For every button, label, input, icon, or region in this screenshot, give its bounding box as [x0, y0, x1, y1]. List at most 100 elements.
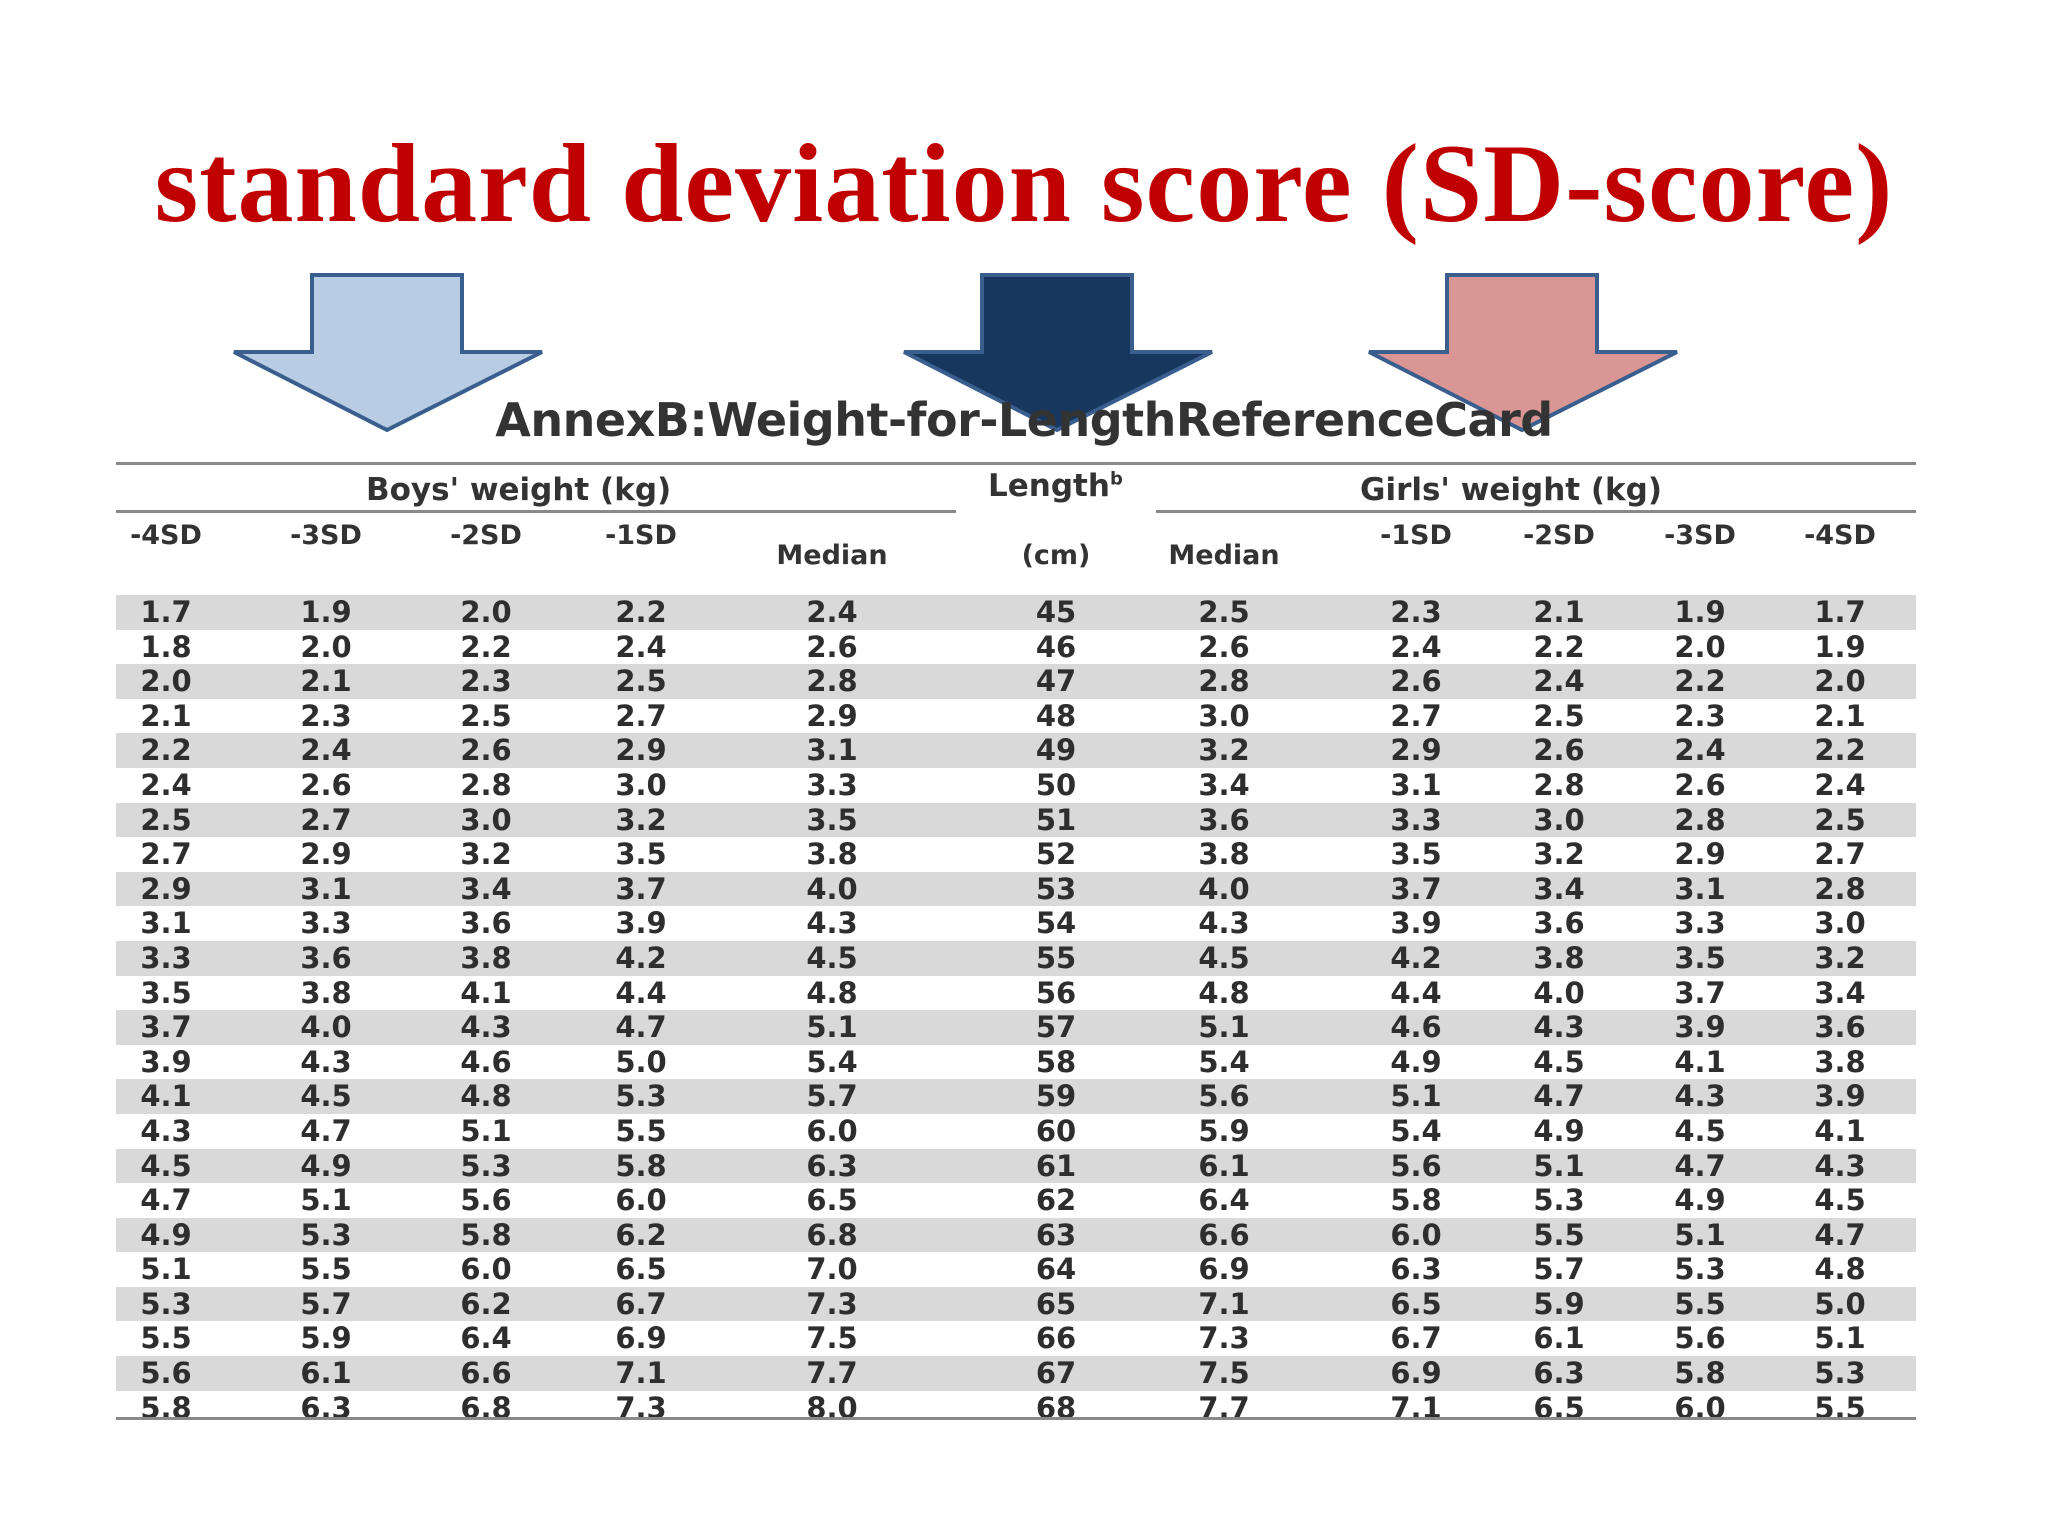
cell-girls-minus3sd: 2.4: [1674, 733, 1726, 768]
cell-girls-minus4sd: 4.8: [1814, 1252, 1866, 1287]
table-row: 5.8 6.3 6.8 7.3 8.0 68 7.7 7.1 6.5 6.0 5.5: [116, 1391, 1916, 1426]
cell-girls-minus4sd: 1.9: [1814, 629, 1866, 664]
cell-girls-minus1sd: 5.6: [1390, 1148, 1442, 1183]
cell-boys-minus1sd: 6.9: [615, 1321, 667, 1356]
cell-girls-minus4sd: 2.0: [1814, 664, 1866, 699]
cell-boys-median: 4.8: [806, 975, 858, 1010]
cell-boys-median: 6.5: [806, 1183, 858, 1218]
cell-girls-median: 5.6: [1198, 1079, 1250, 1114]
table-row: 3.1 3.3 3.6 3.9 4.3 54 4.3 3.9 3.6 3.3 3.0: [116, 906, 1916, 941]
cell-girls-median: 3.0: [1198, 698, 1250, 733]
cell-boys-median: 4.0: [806, 871, 858, 906]
cell-girls-median: 7.1: [1198, 1286, 1250, 1321]
cell-girls-minus1sd: 3.3: [1390, 802, 1442, 837]
cell-boys-median: 2.9: [806, 698, 858, 733]
cell-girls-minus2sd: 2.5: [1533, 698, 1585, 733]
cell-length-cm: 48: [1035, 698, 1077, 733]
cell-girls-minus1sd: 4.2: [1390, 940, 1442, 975]
cell-boys-minus3sd: 3.1: [300, 871, 352, 906]
cell-girls-minus4sd: 3.2: [1814, 940, 1866, 975]
cell-boys-minus4sd: 3.3: [140, 940, 192, 975]
cell-girls-minus1sd: 6.0: [1390, 1217, 1442, 1252]
cell-boys-median: 5.4: [806, 1044, 858, 1079]
cell-boys-minus4sd: 2.9: [140, 871, 192, 906]
cell-girls-minus4sd: 2.7: [1814, 837, 1866, 872]
cell-girls-minus2sd: 2.1: [1533, 595, 1585, 629]
table-row: 3.5 3.8 4.1 4.4 4.8 56 4.8 4.4 4.0 3.7 3.4: [116, 976, 1916, 1011]
cell-boys-minus4sd: 1.8: [140, 629, 192, 664]
cell-boys-minus3sd: 2.7: [300, 802, 352, 837]
cell-boys-median: 2.8: [806, 664, 858, 699]
cell-boys-minus4sd: 4.3: [140, 1113, 192, 1148]
table-bottom-rule: [116, 1417, 1916, 1420]
cell-girls-minus2sd: 6.5: [1533, 1390, 1585, 1425]
cell-girls-median: 6.6: [1198, 1217, 1250, 1252]
cell-girls-minus1sd: 3.1: [1390, 767, 1442, 802]
cell-girls-minus2sd: 4.0: [1533, 975, 1585, 1010]
table-row: 2.9 3.1 3.4 3.7 4.0 53 4.0 3.7 3.4 3.1 2.8: [116, 871, 1916, 907]
cell-girls-minus4sd: 2.2: [1814, 733, 1866, 768]
cell-length-cm: 64: [1035, 1252, 1077, 1287]
cell-girls-minus4sd: 5.1: [1814, 1321, 1866, 1356]
cell-boys-minus3sd: 3.6: [300, 940, 352, 975]
cell-boys-median: 8.0: [806, 1390, 858, 1425]
cell-boys-minus2sd: 5.1: [460, 1113, 512, 1148]
cell-girls-minus1sd: 2.6: [1390, 664, 1442, 699]
cell-girls-minus2sd: 3.0: [1533, 802, 1585, 837]
col-girls-minus1sd: -1SD: [1380, 520, 1452, 551]
cell-girls-minus1sd: 6.7: [1390, 1321, 1442, 1356]
cell-boys-minus3sd: 2.9: [300, 837, 352, 872]
cell-boys-minus4sd: 3.5: [140, 975, 192, 1010]
girls-group-rule: [1156, 510, 1916, 513]
cell-boys-median: 4.5: [806, 940, 858, 975]
cell-boys-minus1sd: 4.4: [615, 975, 667, 1010]
cell-girls-minus2sd: 4.9: [1533, 1113, 1585, 1148]
arrow-down-pink-icon: [1365, 272, 1681, 434]
cell-boys-minus1sd: 3.7: [615, 871, 667, 906]
cell-boys-minus3sd: 2.0: [300, 629, 352, 664]
cell-boys-minus3sd: 5.5: [300, 1252, 352, 1287]
cell-girls-median: 3.4: [1198, 767, 1250, 802]
length-header-label: Length: [988, 468, 1110, 504]
cell-boys-minus2sd: 2.2: [460, 629, 512, 664]
cell-boys-median: 7.7: [806, 1356, 858, 1391]
cell-girls-minus4sd: 4.3: [1814, 1148, 1866, 1183]
cell-boys-minus1sd: 4.2: [615, 940, 667, 975]
table-row: 4.3 4.7 5.1 5.5 6.0 60 5.9 5.4 4.9 4.5 4.1: [116, 1114, 1916, 1149]
cell-length-cm: 50: [1035, 767, 1077, 802]
table-row: 3.7 4.0 4.3 4.7 5.1 57 5.1 4.6 4.3 3.9 3.6: [116, 1010, 1916, 1045]
cell-girls-minus1sd: 5.1: [1390, 1079, 1442, 1114]
cell-boys-minus4sd: 5.6: [140, 1356, 192, 1391]
cell-girls-median: 5.4: [1198, 1044, 1250, 1079]
cell-girls-median: 7.7: [1198, 1390, 1250, 1425]
cell-girls-median: 6.9: [1198, 1252, 1250, 1287]
cell-length-cm: 53: [1035, 871, 1077, 906]
cell-boys-minus1sd: 5.8: [615, 1148, 667, 1183]
cell-boys-minus4sd: 5.5: [140, 1321, 192, 1356]
cell-girls-median: 6.4: [1198, 1183, 1250, 1218]
cell-girls-minus2sd: 3.4: [1533, 871, 1585, 906]
cell-girls-minus2sd: 4.3: [1533, 1010, 1585, 1045]
cell-girls-minus3sd: 1.9: [1674, 595, 1726, 629]
cell-length-cm: 49: [1035, 733, 1077, 768]
cell-girls-minus2sd: 2.6: [1533, 733, 1585, 768]
cell-boys-minus2sd: 4.3: [460, 1010, 512, 1045]
cell-boys-minus4sd: 5.8: [140, 1390, 192, 1425]
cell-boys-minus2sd: 2.3: [460, 664, 512, 699]
cell-girls-minus4sd: 3.8: [1814, 1044, 1866, 1079]
cell-boys-minus4sd: 2.0: [140, 664, 192, 699]
cell-girls-minus4sd: 2.4: [1814, 767, 1866, 802]
cell-girls-minus4sd: 2.5: [1814, 802, 1866, 837]
cell-boys-median: 6.0: [806, 1113, 858, 1148]
cell-length-cm: 65: [1035, 1286, 1077, 1321]
length-header-superscript: b: [1109, 468, 1123, 490]
cell-girls-minus4sd: 2.1: [1814, 698, 1866, 733]
cell-girls-minus1sd: 6.3: [1390, 1252, 1442, 1287]
table-row: 2.7 2.9 3.2 3.5 3.8 52 3.8 3.5 3.2 2.9 2.7: [116, 837, 1916, 872]
cell-boys-minus3sd: 2.3: [300, 698, 352, 733]
cell-girls-median: 3.2: [1198, 733, 1250, 768]
table-row: 2.2 2.4 2.6 2.9 3.1 49 3.2 2.9 2.6 2.4 2.2: [116, 733, 1916, 768]
cell-boys-minus1sd: 3.9: [615, 906, 667, 941]
col-girls-minus3sd: -3SD: [1664, 520, 1736, 551]
cell-boys-minus4sd: 2.1: [140, 698, 192, 733]
